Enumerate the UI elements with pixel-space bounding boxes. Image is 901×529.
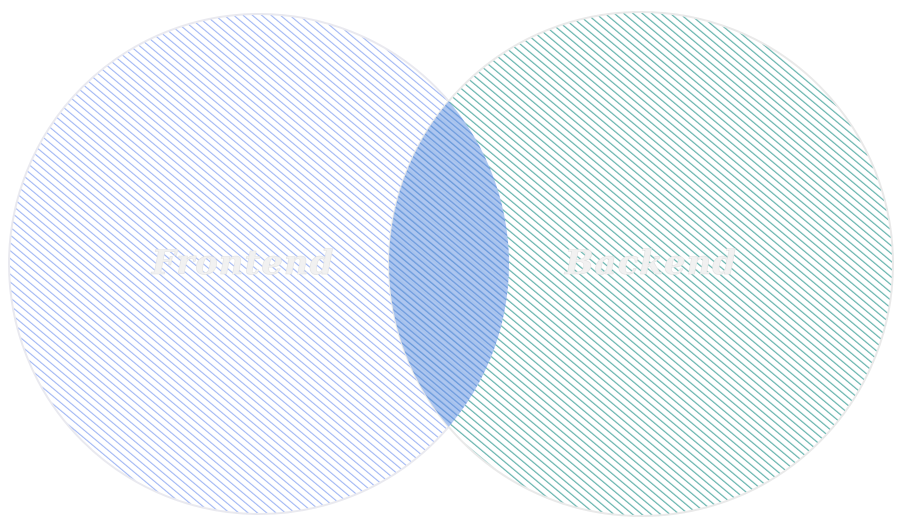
set-label-frontend: Frontend xyxy=(151,243,335,283)
set-label-backend: Backend xyxy=(564,243,737,283)
